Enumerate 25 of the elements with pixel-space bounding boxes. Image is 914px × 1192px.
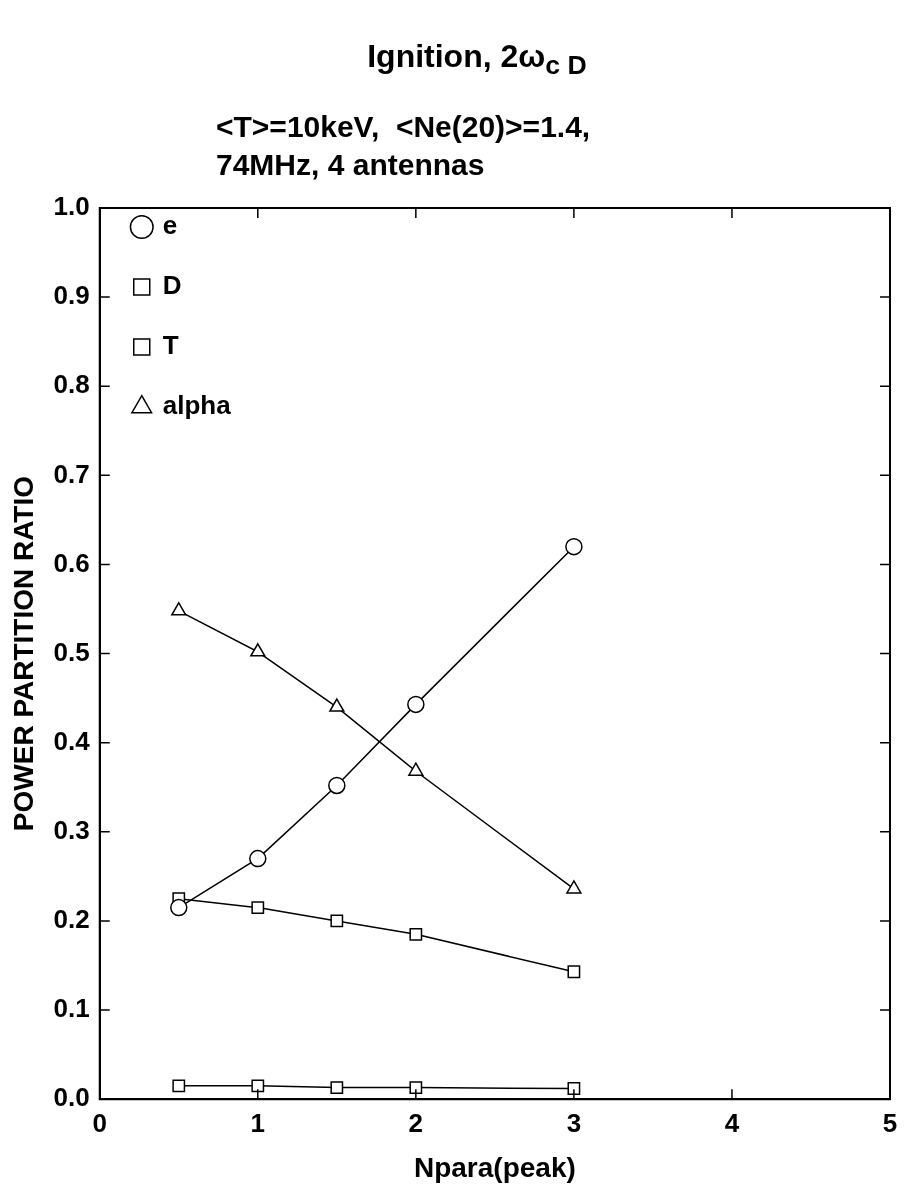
chart-subtitle: <T>=10keV, <Ne(20)>=1.4, 74MHz, 4 antennas (216, 109, 591, 183)
y-tick-label: 0.0 (53, 1082, 90, 1113)
legend-label: alpha (162, 390, 232, 421)
x-tick-label: 4 (724, 1107, 740, 1138)
legend-label: e (162, 210, 178, 241)
x-axis-title: Npara(peak) (413, 1151, 576, 1183)
y-tick-label: 0.3 (53, 815, 90, 846)
y-tick-label: 0.5 (53, 636, 90, 667)
x-tick-label: 2 (408, 1107, 424, 1138)
x-tick-label: 1 (250, 1107, 266, 1138)
y-tick-label: 1.0 (53, 191, 90, 222)
legend-label: T (162, 330, 179, 361)
y-tick-label: 0.9 (53, 280, 90, 311)
x-tick-label: 5 (882, 1107, 898, 1138)
y-tick-label: 0.1 (53, 993, 90, 1024)
chart-title: Ignition, 2ω$_{c D}$ (366, 38, 588, 82)
y-tick-label: 0.2 (53, 904, 90, 935)
x-tick-label: 0 (92, 1107, 107, 1138)
x-tick-label: 3 (566, 1107, 582, 1138)
legend-label: D (162, 270, 182, 301)
y-tick-label: 0.8 (53, 369, 90, 400)
y-axis-title: POWER PARTITION RATIO (7, 476, 39, 832)
y-tick-label: 0.6 (53, 547, 90, 578)
y-tick-label: 0.4 (53, 725, 91, 756)
y-tick-label: 0.7 (53, 458, 90, 489)
